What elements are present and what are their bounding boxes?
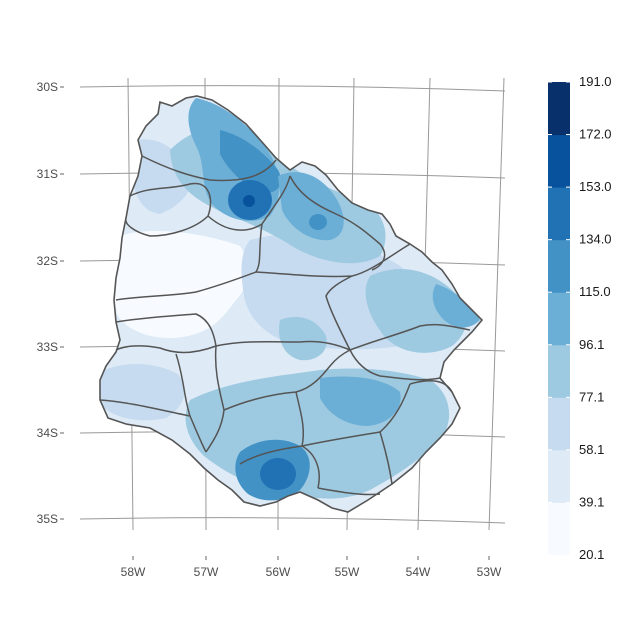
hotspot-south <box>260 458 296 490</box>
legend-break-label: 191.0 <box>579 74 612 89</box>
parallel-line <box>79 85 506 92</box>
lon-tick-label: 57W <box>194 565 219 579</box>
latitude-labels: 30S 31S 32S 33S 34S 35S <box>37 80 64 526</box>
lat-tick-label: 34S <box>37 426 58 440</box>
legend-swatch <box>548 449 570 503</box>
lon-tick-label: 56W <box>266 565 291 579</box>
contour-southwest-light <box>100 363 185 421</box>
lat-tick-label: 32S <box>37 254 58 268</box>
legend-break-label: 20.1 <box>579 547 604 562</box>
legend-swatch <box>548 292 570 346</box>
contour-north-higher <box>220 130 281 193</box>
legend-swatch <box>548 344 570 398</box>
lon-tick-label: 53W <box>477 565 502 579</box>
meridian-line <box>488 77 505 531</box>
lon-tick-label: 58W <box>121 565 146 579</box>
legend-break-label: 153.0 <box>579 179 612 194</box>
lat-tick-label: 30S <box>37 80 58 94</box>
parallel-line <box>79 517 506 524</box>
legend-break-label: 115.0 <box>579 284 611 299</box>
legend-swatch <box>548 397 570 451</box>
contour-east-high <box>432 284 480 328</box>
legend-break-label: 134.0 <box>579 232 612 247</box>
country-fill <box>100 96 482 512</box>
legend-swatch <box>548 82 570 136</box>
lon-tick-label: 55W <box>335 565 360 579</box>
hotspot-north-center-core <box>243 195 255 207</box>
legend-break-label: 172.0 <box>579 127 612 142</box>
lat-tick-label: 31S <box>37 167 58 181</box>
color-legend: 20.1 39.1 58.1 77.1 96.1 115.0 134.0 153.0 172.0… <box>548 74 612 562</box>
legend-swatch <box>548 134 570 188</box>
contour-lowest-west <box>112 231 248 338</box>
hotspot-northeast <box>309 214 327 230</box>
legend-break-label: 96.1 <box>579 337 604 352</box>
legend-break-label: 58.1 <box>579 442 604 457</box>
lat-tick-label: 35S <box>37 512 58 526</box>
legend-break-label: 39.1 <box>579 494 604 509</box>
lon-tick-label: 54W <box>406 565 431 579</box>
legend-break-label: 77.1 <box>579 389 604 404</box>
country-outline <box>99 95 484 513</box>
lat-tick-label: 33S <box>37 340 58 354</box>
contour-south-east-high <box>320 376 401 426</box>
legend-swatch <box>548 187 570 241</box>
contour-northeast-high <box>278 172 344 241</box>
department-boundaries <box>99 155 471 496</box>
legend-swatch <box>548 239 570 293</box>
legend-swatch <box>548 502 570 556</box>
contour-center-blotch <box>278 316 327 361</box>
longitude-labels: 58W 57W 56W 55W 54W 53W <box>121 556 502 579</box>
